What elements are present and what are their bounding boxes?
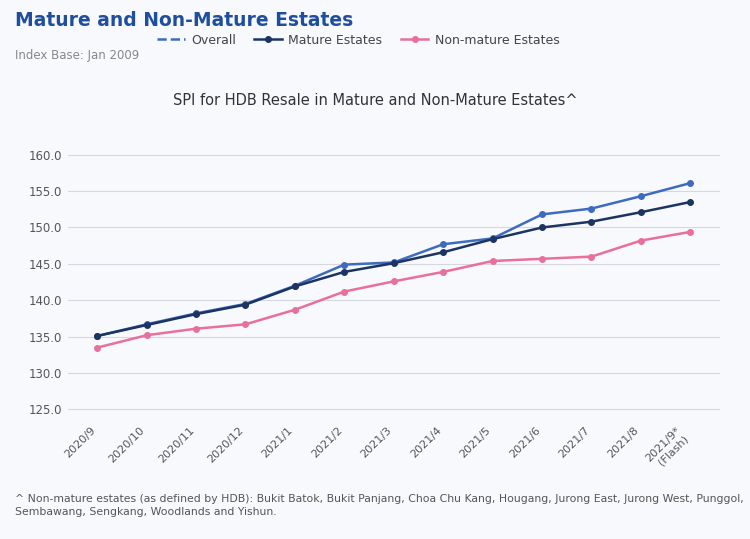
Text: Index Base: Jan 2009: Index Base: Jan 2009 (15, 49, 140, 61)
Text: Mature and Non-Mature Estates: Mature and Non-Mature Estates (15, 11, 353, 30)
Text: ^ Non-mature estates (as defined by HDB): Bukit Batok, Bukit Panjang, Choa Chu K: ^ Non-mature estates (as defined by HDB)… (15, 494, 744, 517)
Text: SPI for HDB Resale in Mature and Non-Mature Estates^: SPI for HDB Resale in Mature and Non-Mat… (172, 93, 578, 108)
Legend: Overall, Mature Estates, Non-mature Estates: Overall, Mature Estates, Non-mature Esta… (152, 29, 565, 52)
